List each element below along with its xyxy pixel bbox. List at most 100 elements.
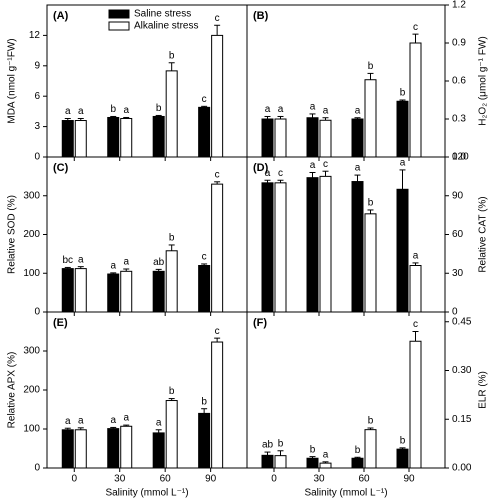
y-tick-label: 0.30: [452, 365, 472, 376]
panel-label: (D): [253, 162, 269, 174]
significance-letter: b: [400, 88, 406, 99]
bar: [107, 273, 120, 313]
significance-letter: a: [123, 413, 129, 424]
panel-label: (F): [253, 317, 267, 329]
significance-letter: c: [215, 13, 220, 24]
significance-letter: a: [110, 415, 116, 426]
bar: [61, 120, 74, 158]
significance-letter: b: [368, 416, 374, 427]
legend-swatch: [108, 9, 130, 19]
y-tick-label: 0: [34, 307, 40, 318]
y-tick-label: 1.2: [452, 0, 466, 11]
significance-letter: a: [310, 102, 316, 113]
y-axis-label: ELR (%): [478, 371, 489, 409]
significance-letter: a: [323, 105, 329, 116]
significance-letter: c: [413, 22, 418, 33]
significance-letter: bc: [62, 255, 73, 266]
significance-letter: b: [169, 386, 175, 397]
bar: [274, 182, 287, 313]
bar: [396, 100, 409, 158]
x-axis-label: Salinity (mmol L⁻¹): [105, 488, 188, 499]
bar: [396, 448, 409, 469]
bar: [274, 118, 287, 158]
x-tick-label: 90: [403, 474, 415, 485]
y-axis-label: Relative SOD (%): [7, 195, 18, 274]
significance-letter: ab: [153, 257, 165, 268]
x-axis-label: Salinity (mmol L⁻¹): [304, 488, 387, 499]
significance-letter: a: [156, 417, 162, 428]
legend-label: Alkaline stress: [134, 21, 198, 32]
panel-label: (B): [253, 10, 269, 22]
bar: [351, 118, 364, 158]
y-tick-label: 100: [23, 424, 40, 435]
bar: [198, 106, 211, 158]
y-tick-label: 0.0: [452, 152, 466, 163]
bar: [152, 270, 165, 313]
panel-label: (A): [53, 10, 69, 22]
bar: [306, 457, 319, 469]
panel-label: (E): [53, 317, 68, 329]
y-tick-label: 0.6: [452, 76, 466, 87]
bar: [396, 188, 409, 313]
bar: [261, 118, 274, 158]
significance-letter: a: [355, 163, 361, 174]
bar: [74, 268, 87, 313]
y-axis-label: Relative CAT (%): [478, 196, 489, 272]
y-tick-label: 120: [452, 152, 469, 163]
legend-label: Saline stress: [134, 9, 191, 20]
y-tick-label: 30: [452, 268, 464, 279]
significance-letter: a: [310, 160, 316, 171]
legend-swatch: [108, 21, 130, 31]
x-tick-label: 90: [205, 474, 217, 485]
bar: [364, 429, 377, 469]
significance-letter: a: [78, 254, 84, 265]
bar: [409, 340, 422, 469]
panel-frame: [246, 311, 446, 469]
y-tick-label: 0: [452, 307, 458, 318]
bar: [319, 462, 332, 469]
bar: [198, 412, 211, 469]
y-tick-label: 0: [34, 463, 40, 474]
significance-letter: a: [78, 415, 84, 426]
significance-letter: b: [355, 445, 361, 456]
y-tick-label: 0.9: [452, 38, 466, 49]
bar: [120, 270, 133, 313]
significance-letter: a: [278, 104, 284, 115]
significance-letter: a: [400, 158, 406, 169]
y-tick-label: 6: [34, 91, 40, 102]
significance-letter: c: [278, 168, 283, 179]
y-tick-label: 300: [23, 190, 40, 201]
bar: [74, 120, 87, 158]
significance-letter: b: [169, 233, 175, 244]
y-tick-label: 200: [23, 385, 40, 396]
y-axis-label: H₂O₂ (μmol g⁻¹ FW): [478, 36, 489, 125]
y-tick-label: 90: [452, 190, 464, 201]
bar: [319, 119, 332, 158]
y-tick-label: 0.15: [452, 414, 472, 425]
bar: [107, 116, 120, 158]
significance-letter: c: [323, 159, 328, 170]
y-tick-label: 0.00: [452, 463, 472, 474]
significance-letter: a: [78, 106, 84, 117]
significance-letter: b: [156, 103, 162, 114]
bar: [261, 182, 274, 313]
significance-letter: a: [65, 416, 71, 427]
significance-letter: a: [413, 251, 419, 262]
bar: [261, 454, 274, 469]
significance-letter: b: [368, 198, 374, 209]
bar: [211, 34, 224, 158]
significance-letter: b: [400, 435, 406, 446]
significance-letter: b: [110, 104, 116, 115]
significance-letter: c: [202, 94, 207, 105]
y-tick-label: 9: [34, 60, 40, 71]
significance-letter: a: [323, 449, 329, 460]
x-tick-label: 60: [160, 474, 172, 485]
bar: [409, 265, 422, 313]
significance-letter: a: [355, 105, 361, 116]
significance-letter: a: [265, 104, 271, 115]
y-tick-label: 3: [34, 121, 40, 132]
y-tick-label: 0: [34, 152, 40, 163]
bar: [61, 429, 74, 469]
bar: [120, 425, 133, 469]
x-tick-label: 0: [271, 474, 277, 485]
